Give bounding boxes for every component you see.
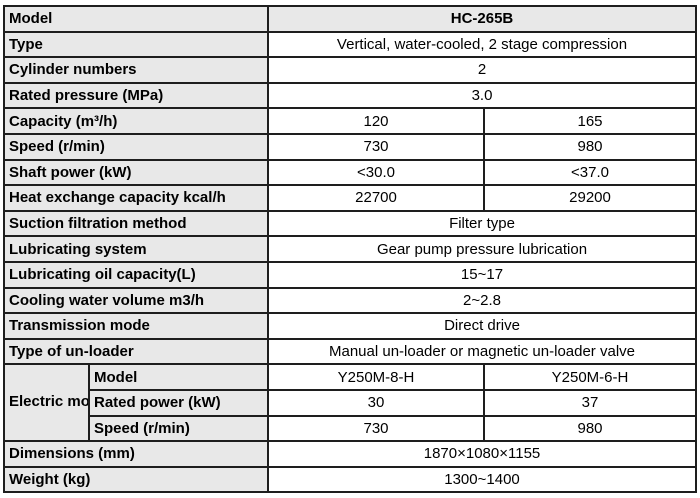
motor-model-value-2: Y250M-6-H	[483, 363, 697, 391]
row-transmission-mode: Transmission mode Direct drive	[3, 312, 697, 340]
lubricating-oil-capacity-label: Lubricating oil capacity(L)	[3, 260, 269, 289]
type-value: Vertical, water-cooled, 2 stage compress…	[267, 30, 697, 59]
suction-filtration-label: Suction filtration method	[3, 209, 269, 238]
unloader-type-label: Type of un-loader	[3, 337, 269, 366]
row-speed: Speed (r/min) 730 980	[3, 132, 697, 161]
model-label: Model	[3, 5, 269, 33]
heat-exchange-label: Heat exchange capacity kcal/h	[3, 184, 269, 212]
transmission-mode-value: Direct drive	[267, 312, 697, 340]
motor-model-value-1: Y250M-8-H	[267, 363, 485, 391]
row-capacity: Capacity (m³/h) 120 165	[3, 107, 697, 135]
speed-value-2: 980	[483, 132, 697, 161]
row-motor-rated-power: Rated power (kW) 30 37	[4, 388, 697, 417]
motor-speed-value-1: 730	[267, 414, 485, 443]
motor-rated-power-value-2: 37	[483, 388, 697, 417]
row-lubricating-oil-capacity: Lubricating oil capacity(L) 15~17	[3, 260, 697, 289]
rated-pressure-value: 3.0	[267, 81, 697, 110]
heat-exchange-value-1: 22700	[267, 184, 485, 212]
cylinder-numbers-value: 2	[267, 56, 697, 84]
model-value: HC-265B	[267, 5, 697, 33]
dimensions-value: 1870×1080×1155	[267, 440, 697, 468]
electric-motor-group-label: Electric motor	[3, 363, 90, 443]
row-unloader-type: Type of un-loader Manual un-loader or ma…	[3, 337, 697, 366]
speed-value-1: 730	[267, 132, 485, 161]
row-motor-model: Electric motor Model Y250M-8-H Y250M-6-H	[3, 363, 697, 443]
heat-exchange-value-2: 29200	[483, 184, 697, 212]
row-cylinder-numbers: Cylinder numbers 2	[3, 56, 697, 84]
shaft-power-value-2: <37.0	[483, 158, 697, 187]
motor-rated-power-value-1: 30	[267, 388, 485, 417]
row-type: Type Vertical, water-cooled, 2 stage com…	[3, 30, 697, 59]
lubricating-system-label: Lubricating system	[3, 235, 269, 263]
lubricating-system-value: Gear pump pressure lubrication	[267, 235, 697, 263]
motor-speed-value-2: 980	[483, 414, 697, 443]
row-weight: Weight (kg) 1300~1400	[3, 465, 697, 494]
type-label: Type	[3, 30, 269, 59]
cooling-water-volume-value: 2~2.8	[267, 286, 697, 315]
row-motor-speed: Speed (r/min) 730 980	[4, 414, 697, 443]
rated-pressure-label: Rated pressure (MPa)	[3, 81, 269, 110]
dimensions-label: Dimensions (mm)	[3, 440, 269, 468]
row-lubricating-system: Lubricating system Gear pump pressure lu…	[3, 235, 697, 263]
motor-model-label: Model	[88, 363, 269, 391]
lubricating-oil-capacity-value: 15~17	[267, 260, 697, 289]
row-dimensions: Dimensions (mm) 1870×1080×1155	[3, 440, 697, 468]
row-model: Model HC-265B	[3, 5, 697, 33]
weight-label: Weight (kg)	[3, 465, 269, 494]
row-heat-exchange: Heat exchange capacity kcal/h 22700 2920…	[3, 184, 697, 212]
spec-table: Model HC-265B Type Vertical, water-coole…	[3, 5, 697, 494]
row-cooling-water-volume: Cooling water volume m3/h 2~2.8	[3, 286, 697, 315]
cooling-water-volume-label: Cooling water volume m3/h	[3, 286, 269, 315]
suction-filtration-value: Filter type	[267, 209, 697, 238]
capacity-label: Capacity (m³/h)	[3, 107, 269, 135]
cylinder-numbers-label: Cylinder numbers	[3, 56, 269, 84]
row-shaft-power: Shaft power (kW) <30.0 <37.0	[3, 158, 697, 187]
transmission-mode-label: Transmission mode	[3, 312, 269, 340]
row-rated-pressure: Rated pressure (MPa) 3.0	[3, 81, 697, 110]
unloader-type-value: Manual un-loader or magnetic un-loader v…	[267, 337, 697, 366]
shaft-power-label: Shaft power (kW)	[3, 158, 269, 187]
speed-label: Speed (r/min)	[3, 132, 269, 161]
motor-speed-label: Speed (r/min)	[88, 414, 269, 443]
row-suction-filtration: Suction filtration method Filter type	[3, 209, 697, 238]
shaft-power-value-1: <30.0	[267, 158, 485, 187]
capacity-value-1: 120	[267, 107, 485, 135]
weight-value: 1300~1400	[267, 465, 697, 494]
motor-rated-power-label: Rated power (kW)	[88, 388, 269, 417]
capacity-value-2: 165	[483, 107, 697, 135]
